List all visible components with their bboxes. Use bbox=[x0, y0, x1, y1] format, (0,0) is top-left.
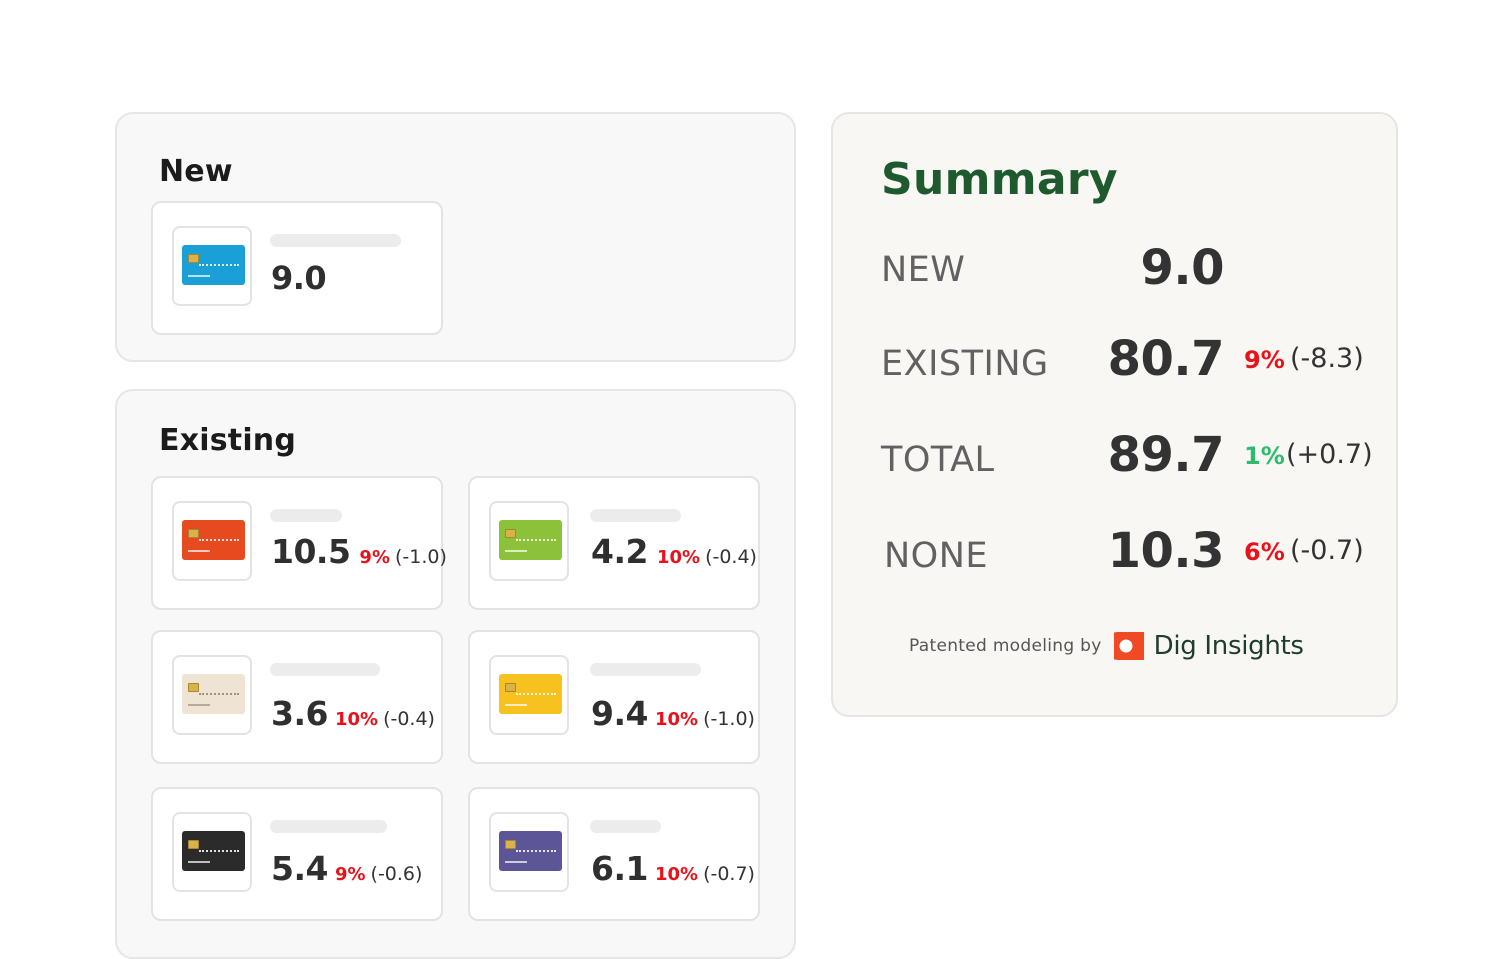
summary-delta: (+0.7) bbox=[1286, 439, 1373, 470]
card-delta: (-0.4) bbox=[705, 546, 757, 568]
existing-card[interactable]: 5.4 9% (-0.6) bbox=[151, 787, 443, 921]
summary-label: TOTAL bbox=[881, 440, 995, 480]
card-thumbnail bbox=[172, 226, 252, 306]
card-delta: (-0.4) bbox=[383, 708, 435, 730]
card-thumbnail bbox=[489, 655, 569, 735]
summary-panel: Summary NEW 9.0 EXISTING 80.7 9% (-8.3) … bbox=[831, 112, 1398, 717]
existing-section-title: Existing bbox=[159, 423, 297, 458]
credit-card-icon bbox=[182, 674, 245, 714]
card-delta: (-1.0) bbox=[703, 708, 755, 730]
summary-footer: Patented modeling by Dig Insights bbox=[909, 630, 1304, 662]
card-pct: 10% bbox=[654, 864, 699, 885]
card-value: 6.1 bbox=[591, 849, 648, 888]
credit-card-icon bbox=[499, 831, 562, 871]
dig-insights-logo-icon bbox=[1113, 632, 1144, 660]
card-delta: (-0.7) bbox=[703, 863, 755, 885]
existing-card[interactable]: 6.1 10% (-0.7) bbox=[468, 787, 760, 921]
summary-pct: 1% bbox=[1244, 442, 1285, 470]
summary-delta: (-0.7) bbox=[1290, 535, 1364, 566]
summary-title: Summary bbox=[881, 154, 1118, 205]
existing-card[interactable]: 10.5 9% (-1.0) bbox=[151, 476, 447, 610]
summary-row-none: NONE 10.3 6% (-0.7) bbox=[833, 523, 1396, 584]
name-placeholder bbox=[270, 820, 387, 833]
existing-card[interactable]: 4.2 10% (-0.4) bbox=[468, 476, 760, 610]
card-delta: (-0.6) bbox=[370, 863, 423, 885]
credit-card-icon bbox=[182, 831, 245, 871]
card-value: 9.0 bbox=[271, 259, 327, 297]
card-pct: 9% bbox=[334, 864, 366, 885]
card-thumbnail bbox=[489, 812, 569, 892]
card-pct: 10% bbox=[334, 709, 379, 730]
card-value: 4.2 bbox=[591, 532, 648, 571]
name-placeholder bbox=[590, 509, 681, 522]
name-placeholder bbox=[590, 820, 661, 833]
summary-pct: 9% bbox=[1244, 346, 1285, 374]
new-section-title: New bbox=[159, 154, 233, 189]
new-panel: New 9.0 bbox=[115, 112, 796, 362]
card-thumbnail bbox=[489, 501, 569, 581]
card-delta: (-1.0) bbox=[394, 546, 447, 568]
summary-label: NEW bbox=[881, 250, 966, 290]
credit-card-icon bbox=[182, 520, 245, 560]
name-placeholder bbox=[270, 663, 380, 676]
card-value: 9.4 bbox=[591, 694, 648, 733]
brand-name: Dig Insights bbox=[1153, 631, 1304, 661]
footer-prefix: Patented modeling by bbox=[909, 636, 1102, 656]
summary-row-new: NEW 9.0 bbox=[833, 240, 1396, 302]
summary-value: 80.7 bbox=[1107, 331, 1225, 387]
summary-delta: (-8.3) bbox=[1290, 343, 1364, 374]
card-pct: 9% bbox=[359, 547, 390, 568]
summary-value: 10.3 bbox=[1107, 523, 1225, 579]
card-thumbnail bbox=[172, 501, 252, 581]
card-value: 10.5 bbox=[271, 532, 351, 571]
summary-row-existing: EXISTING 80.7 9% (-8.3) bbox=[833, 331, 1396, 392]
summary-value: 9.0 bbox=[1140, 240, 1224, 296]
card-thumbnail bbox=[172, 812, 252, 892]
credit-card-icon bbox=[182, 245, 245, 285]
existing-card[interactable]: 9.4 10% (-1.0) bbox=[468, 630, 760, 764]
card-pct: 10% bbox=[654, 709, 699, 730]
card-pct: 10% bbox=[656, 547, 701, 568]
summary-row-total: TOTAL 89.7 1% (+0.7) bbox=[833, 427, 1396, 488]
summary-value: 89.7 bbox=[1107, 427, 1225, 483]
name-placeholder bbox=[590, 663, 701, 676]
card-thumbnail bbox=[172, 655, 252, 735]
summary-label: EXISTING bbox=[881, 344, 1049, 384]
name-placeholder bbox=[270, 234, 401, 247]
credit-card-icon bbox=[499, 520, 562, 560]
credit-card-icon bbox=[499, 674, 562, 714]
summary-label: NONE bbox=[884, 536, 989, 576]
name-placeholder bbox=[270, 509, 342, 522]
existing-card[interactable]: 3.6 10% (-0.4) bbox=[151, 630, 443, 764]
card-value: 5.4 bbox=[271, 849, 328, 888]
new-card[interactable]: 9.0 bbox=[151, 201, 443, 335]
card-value: 3.6 bbox=[271, 694, 328, 733]
summary-pct: 6% bbox=[1244, 538, 1285, 566]
existing-panel: Existing 10.5 9% (-1.0) 4.2 10% (-0.4) bbox=[115, 389, 796, 959]
